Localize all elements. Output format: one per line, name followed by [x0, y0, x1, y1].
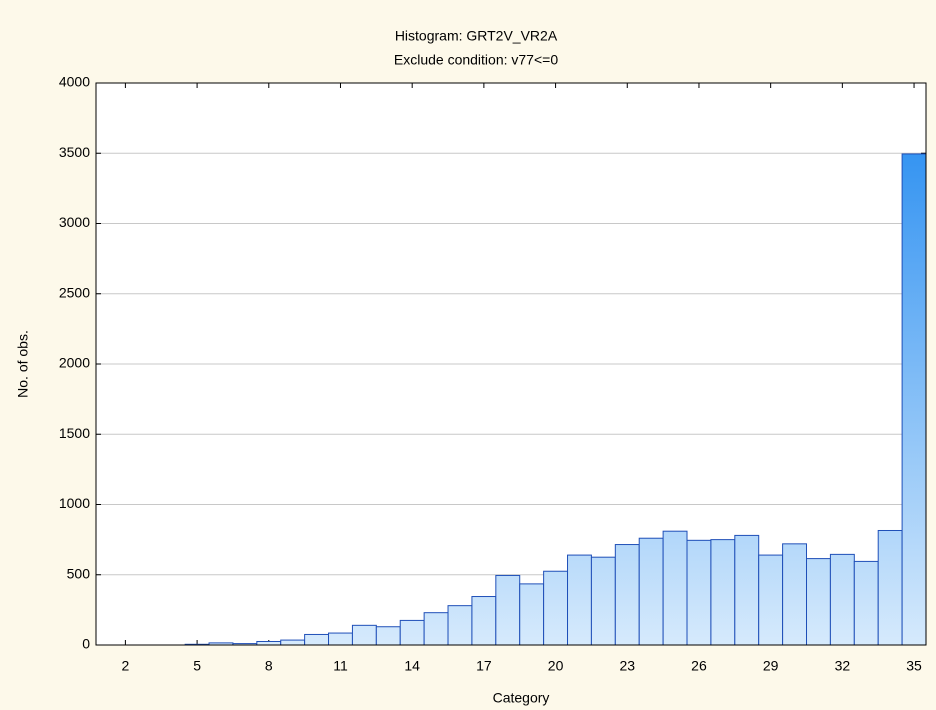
bar: [567, 554, 592, 646]
x-axis-label: Category: [493, 690, 550, 706]
bar: [829, 553, 855, 646]
bar: [447, 605, 473, 646]
y-tick-label: 0: [82, 636, 90, 652]
x-tick-label: 11: [333, 658, 348, 674]
x-tick-label: 20: [548, 658, 564, 674]
bar: [280, 639, 306, 646]
x-tick-label: 8: [265, 658, 273, 674]
bar: [662, 530, 688, 646]
bar: [758, 554, 784, 646]
x-tick-label: 5: [193, 658, 201, 674]
bar: [471, 596, 497, 646]
bar: [543, 570, 569, 646]
bar: [686, 539, 712, 646]
x-tick-label: 23: [619, 658, 635, 674]
bar: [351, 624, 377, 646]
bar: [375, 626, 401, 646]
bar: [782, 543, 808, 646]
bar: [423, 612, 449, 646]
y-tick-label: 2000: [59, 355, 90, 371]
y-tick-label: 4000: [59, 74, 90, 90]
y-tick-label: 1000: [59, 495, 90, 511]
chart-title: Histogram: GRT2V_VR2A: [395, 28, 558, 44]
bar: [710, 539, 736, 646]
bar: [399, 619, 425, 646]
chart-subtitle: Exclude condition: v77<=0: [394, 52, 558, 68]
bar: [304, 633, 330, 646]
x-tick-label: 14: [404, 658, 420, 674]
x-tick-label: 26: [691, 658, 707, 674]
bar: [901, 153, 927, 646]
bar: [806, 558, 831, 646]
y-tick-label: 2500: [59, 284, 90, 300]
plot-frame: [95, 82, 927, 646]
x-tick-label: 35: [906, 658, 922, 674]
y-tick-label: 3000: [59, 214, 90, 230]
bar: [614, 544, 640, 646]
bar: [877, 529, 903, 646]
bar: [495, 574, 521, 646]
bar: [853, 560, 879, 646]
bar: [328, 632, 353, 646]
x-tick-label: 32: [835, 658, 851, 674]
x-tick-label: 2: [121, 658, 129, 674]
bar: [734, 534, 760, 646]
y-tick-label: 1500: [59, 425, 90, 441]
y-tick-label: 500: [67, 565, 91, 581]
y-axis-label: No. of obs.: [15, 330, 31, 398]
bar: [519, 583, 545, 646]
bar: [638, 537, 664, 646]
x-tick-label: 17: [476, 658, 492, 674]
x-tick-label: 29: [763, 658, 779, 674]
y-tick-label: 3500: [59, 144, 90, 160]
bar: [256, 640, 282, 646]
bar: [590, 556, 616, 646]
